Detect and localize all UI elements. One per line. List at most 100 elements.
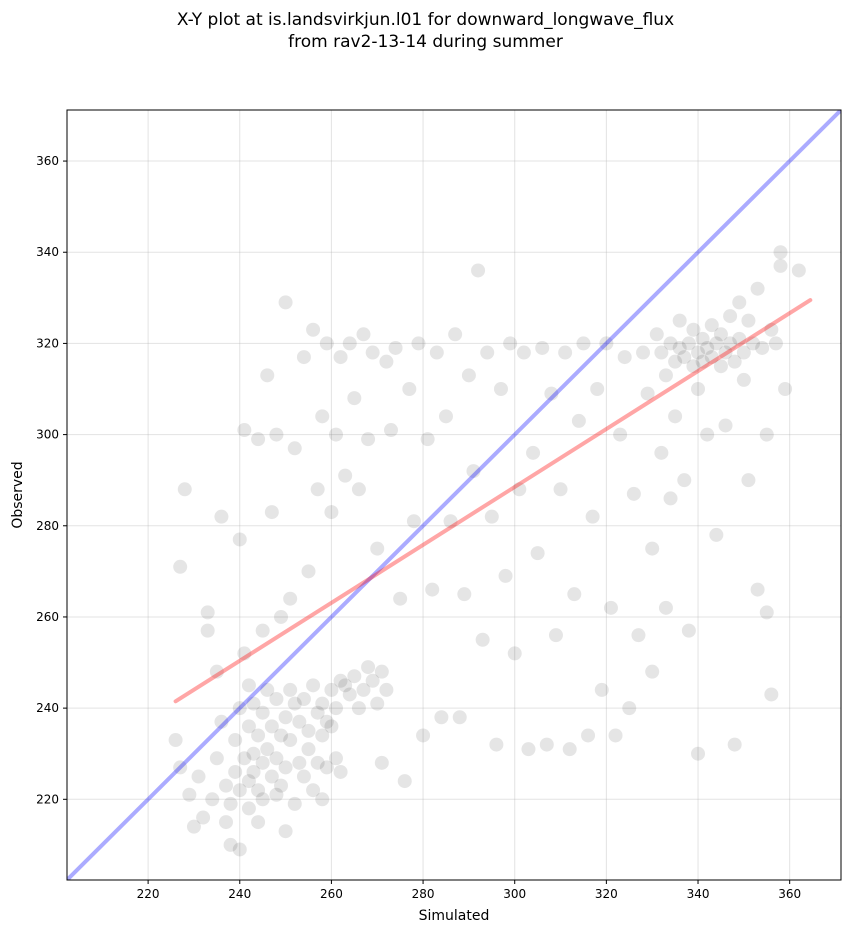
data-point [315,728,330,743]
data-point [727,737,742,752]
data-point [530,546,545,561]
data-point [681,336,696,351]
data-point [274,778,289,793]
data-point [246,696,261,711]
data-point [471,263,486,278]
data-point [301,564,316,579]
chart-title-line-1: X-Y plot at is.landsvirkjun.l01 for down… [176,10,675,30]
data-point [700,427,715,442]
data-point [379,682,394,697]
data-point [278,760,293,775]
data-point [209,664,224,679]
data-point [475,632,490,647]
data-point [328,751,343,766]
chart-title: X-Y plot at is.landsvirkjun.l01 for down… [0,9,851,53]
data-point [328,701,343,716]
data-point [388,340,403,355]
y-tick-label: 320 [36,336,59,350]
data-point [425,582,440,597]
data-point [654,345,669,360]
data-point [338,468,353,483]
data-point [576,336,591,351]
data-point [713,359,728,374]
data-point [663,491,678,506]
data-point [255,755,270,770]
data-point [746,336,761,351]
data-point [269,751,284,766]
data-point [709,527,724,542]
data-point [365,673,380,688]
data-point [406,514,421,529]
data-point [296,350,311,365]
data-point [333,764,348,779]
data-point [411,336,426,351]
x-axis-label: Simulated [419,908,490,924]
data-point [503,336,518,351]
data-point [186,819,201,834]
data-point [700,340,715,355]
data-point [526,445,541,460]
data-point [681,623,696,638]
data-point [292,755,307,770]
data-point [677,473,692,488]
data-point [691,345,706,360]
data-point [402,382,417,397]
data-point [223,796,238,811]
y-tick-label: 220 [36,792,59,806]
data-point [269,692,284,707]
data-point [228,764,243,779]
data-point [251,728,266,743]
data-point [306,678,321,693]
data-point [438,409,453,424]
data-point [457,587,472,602]
data-point [608,728,623,743]
data-point [351,701,366,716]
data-point [347,669,362,684]
data-point [516,345,531,360]
data-point [732,295,747,310]
data-point [672,340,687,355]
data-point [374,664,389,679]
data-point [778,382,793,397]
data-point [443,514,458,529]
data-point [274,609,289,624]
data-point [173,559,188,574]
data-point [200,623,215,638]
data-point [791,263,806,278]
data-point [741,313,756,328]
data-point [764,322,779,337]
data-point [645,664,660,679]
data-point [736,372,751,387]
data-point [677,350,692,365]
data-point [264,719,279,734]
data-point [617,350,632,365]
data-point [283,682,298,697]
data-point [484,509,499,524]
data-point [773,258,788,273]
data-point [594,682,609,697]
data-point [283,591,298,606]
y-tick-label: 280 [36,519,59,533]
data-point [489,737,504,752]
data-point [232,532,247,547]
data-point [191,769,206,784]
data-point [493,382,508,397]
data-point [241,801,256,816]
data-point [727,354,742,369]
data-point [182,787,197,802]
data-point [324,719,339,734]
data-point [338,678,353,693]
data-point [296,769,311,784]
data-point [219,778,234,793]
data-point [668,354,683,369]
data-point [571,413,586,428]
data-point [310,482,325,497]
data-point [315,409,330,424]
data-point [548,628,563,643]
data-point [452,710,467,725]
data-point [521,742,536,757]
data-point [283,733,298,748]
data-point [393,591,408,606]
data-point [200,605,215,620]
